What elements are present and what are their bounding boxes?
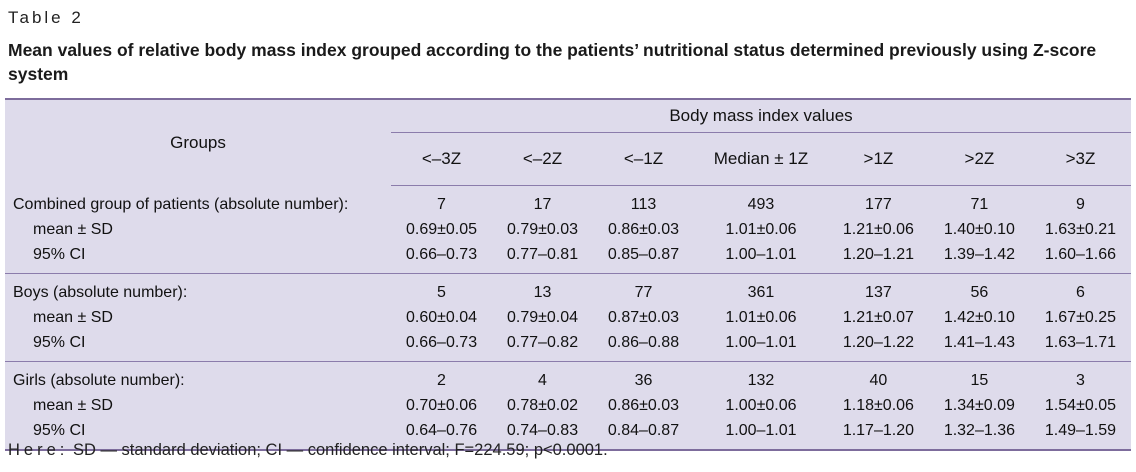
groups-column-header: Groups [170,132,226,152]
cell: 0.86±0.03 [607,221,680,238]
cell: 1.17–1.20 [842,422,914,439]
cell: 1.21±0.07 [842,309,914,326]
cell: 1.67±0.25 [1044,309,1116,326]
cell: 1.18±0.06 [842,397,914,414]
table-row-count: Combined group of patients (absolute num… [5,186,1131,218]
row-label: 95% CI [5,330,391,362]
table-row-mean: mean ± SD 0.70±0.06 0.78±0.02 0.86±0.03 … [5,393,1131,418]
cell: 4 [538,372,547,389]
cell: 40 [869,372,888,389]
cell: 0.66–0.73 [391,242,492,274]
cell: 1.20–1.22 [827,330,929,362]
cell: 1.21±0.06 [842,221,914,238]
cell: 493 [747,196,775,213]
cell: 1.49–1.59 [1044,422,1117,439]
cell: 1.34±0.09 [943,397,1015,414]
table-row-ci: 95% CI 0.66–0.73 0.77–0.81 0.85–0.87 1.0… [5,242,1131,274]
cell: 17 [533,196,552,213]
cell: 1.40±0.10 [943,221,1015,238]
cell: 0.60±0.04 [405,309,478,326]
cell: 6 [1076,284,1085,301]
group-label: Girls (absolute number): [13,372,185,389]
row-label: mean ± SD [33,221,113,238]
column-header: >1Z [827,132,929,186]
column-header: >2Z [928,132,1030,186]
cell: 0.70±0.06 [405,397,478,414]
group-label: Boys (absolute number): [13,284,188,301]
cell: 36 [634,372,653,389]
group-label: Combined group of patients (absolute num… [13,195,349,213]
footnote-here: Here: [8,441,69,459]
column-header: <–3Z [391,132,492,186]
cell: 1.32–1.36 [943,422,1015,439]
cell: 0.84–0.87 [607,422,680,439]
cell: 1.54±0.05 [1044,397,1116,414]
footnote-text: SD — standard deviation; CI — confidence… [68,441,608,459]
cell: 1.41–1.43 [928,330,1030,362]
column-header: Median ± 1Z [694,132,828,186]
table-body: Combined group of patients (absolute num… [5,186,1131,451]
table-caption: Mean values of relative body mass index … [8,40,1097,84]
cell: 0.69±0.05 [405,221,478,238]
cell: 0.87±0.03 [607,309,680,326]
cell: 1.01±0.06 [725,221,797,238]
cell: 13 [533,284,552,301]
cell: 113 [630,196,657,213]
column-header: <–2Z [492,132,593,186]
cell: 0.85–0.87 [593,242,694,274]
results-table: Groups Body mass index values <–3Z <–2Z … [5,98,1131,451]
cell: 3 [1076,372,1085,389]
cell: 0.77–0.81 [492,242,593,274]
cell: 5 [437,284,446,301]
cell: 1.60–1.66 [1029,242,1131,274]
table-row-count: Girls (absolute number): 2 4 36 132 40 1… [5,362,1131,394]
cell: 361 [747,284,775,301]
table-row-ci: 95% CI 0.66–0.73 0.77–0.82 0.86–0.88 1.0… [5,330,1131,362]
cell: 71 [970,196,989,213]
cell: 77 [634,284,653,301]
table-row-mean: mean ± SD 0.69±0.05 0.79±0.03 0.86±0.03 … [5,217,1131,242]
row-label: 95% CI [33,422,86,439]
cell: 9 [1076,196,1085,213]
table-row-ci: 95% CI 0.64–0.76 0.74–0.83 0.84–0.87 1.0… [5,418,1131,450]
cell: 177 [865,196,892,213]
cell: 1.00–1.01 [694,242,828,274]
cell: 137 [865,284,892,301]
cell: 0.74–0.83 [506,422,579,439]
cell: 1.39–1.42 [928,242,1030,274]
cell: 56 [970,284,989,301]
cell: 2 [437,372,446,389]
cell: 0.66–0.73 [391,330,492,362]
column-header: <–1Z [593,132,694,186]
cell: 0.79±0.03 [506,221,579,238]
table-footnote: Here: SD — standard deviation; CI — conf… [8,441,608,460]
cell: 1.00±0.06 [725,397,797,414]
column-header: >3Z [1029,132,1131,186]
table-row-count: Boys (absolute number): 5 13 77 361 137 … [5,274,1131,306]
cell: 1.00–1.01 [725,422,797,439]
row-label: 95% CI [5,242,391,274]
cell: 1.42±0.10 [943,309,1015,326]
cell: 0.77–0.82 [492,330,593,362]
cell: 0.79±0.04 [506,309,579,326]
cell: 1.63±0.21 [1044,221,1116,238]
table-number: Table 2 [8,8,84,27]
cell: 0.64–0.76 [405,422,478,439]
bmi-values-header: Body mass index values [391,99,1131,133]
cell: 7 [437,196,446,213]
row-label: mean ± SD [33,309,113,326]
cell: 132 [747,372,775,389]
cell: 0.86±0.03 [607,397,680,414]
cell: 1.00–1.01 [694,330,828,362]
cell: 1.01±0.06 [725,309,797,326]
cell: 0.78±0.02 [506,397,579,414]
table-row-mean: mean ± SD 0.60±0.04 0.79±0.04 0.87±0.03 … [5,305,1131,330]
cell: 1.63–1.71 [1029,330,1131,362]
cell: 0.86–0.88 [593,330,694,362]
cell: 15 [970,372,989,389]
row-label: mean ± SD [33,397,113,414]
cell: 1.20–1.21 [827,242,929,274]
